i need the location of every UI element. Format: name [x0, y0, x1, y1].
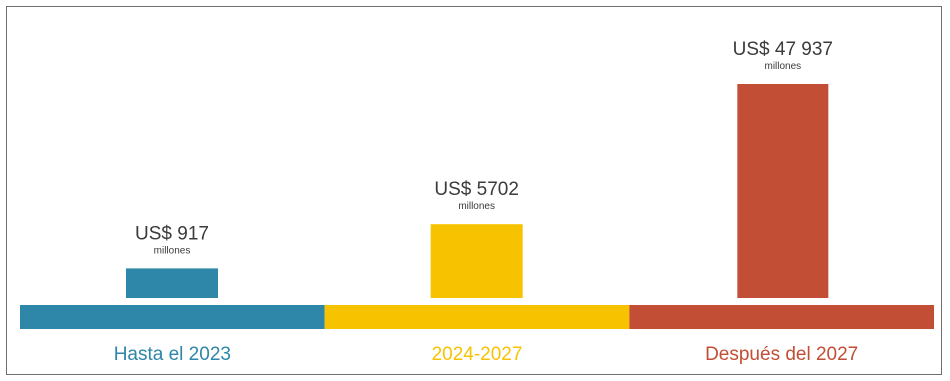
bar — [430, 224, 523, 298]
unit-label: millones — [154, 245, 191, 256]
timeline-segment — [20, 305, 325, 329]
value-label: US$ 5702 — [434, 179, 519, 200]
bar — [737, 84, 829, 298]
category-label: Después del 2027 — [705, 344, 858, 365]
category-label: 2024-2027 — [432, 344, 523, 365]
timeline-segment — [629, 305, 934, 329]
timeline-segment — [324, 305, 630, 329]
value-label: US$ 47 937 — [733, 39, 833, 60]
unit-label: millones — [764, 61, 801, 72]
unit-label: millones — [458, 201, 495, 212]
category-label: Hasta el 2023 — [114, 344, 231, 365]
value-label: US$ 917 — [135, 223, 209, 244]
bar — [126, 268, 218, 298]
